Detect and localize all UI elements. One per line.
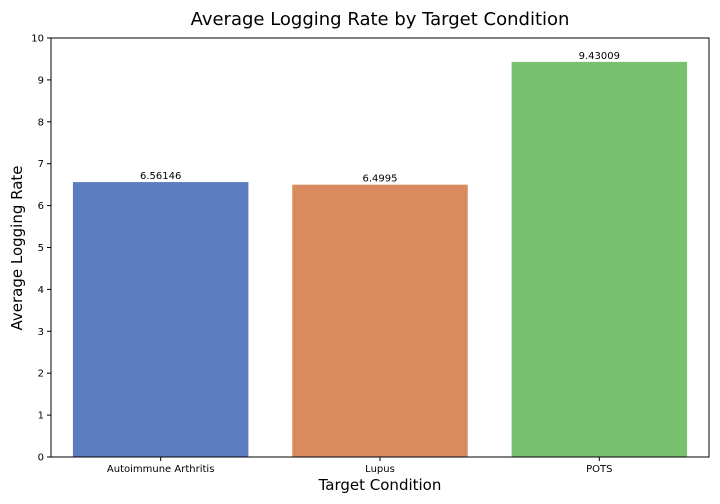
x-axis: Autoimmune Arthritis Lupus POTS: [107, 457, 613, 475]
data-label: 6.56146: [140, 171, 181, 182]
bar-lupus: [292, 184, 468, 457]
y-tick-label: 5: [38, 243, 44, 254]
bar-pots: [511, 61, 688, 457]
x-tick-label: POTS: [586, 464, 612, 475]
y-tick-label: 3: [38, 327, 44, 338]
data-labels-layer: 6.56146 6.4995 9.43009: [140, 51, 620, 185]
y-axis: 0 1 2 3 4 5 6 7 8 9 10: [31, 34, 51, 464]
y-tick-label: 10: [31, 34, 44, 45]
bars-layer: [72, 61, 688, 457]
y-tick-label: 6: [38, 201, 44, 212]
x-tick-label: Autoimmune Arthritis: [107, 464, 215, 475]
x-axis-title: Target Condition: [318, 476, 442, 494]
x-tick-label: Lupus: [365, 464, 395, 475]
data-label: 9.43009: [579, 51, 620, 62]
y-tick-label: 7: [38, 159, 44, 170]
chart-title: Average Logging Rate by Target Condition: [191, 9, 570, 30]
data-label: 6.4995: [363, 174, 398, 185]
y-tick-label: 8: [38, 117, 44, 128]
y-axis-title: Average Logging Rate: [8, 165, 26, 330]
y-tick-label: 1: [38, 411, 44, 422]
y-tick-label: 9: [38, 75, 44, 86]
bar-autoimmune-arthritis: [72, 182, 249, 457]
y-tick-label: 0: [38, 453, 44, 464]
y-tick-label: 4: [38, 285, 44, 296]
y-tick-label: 2: [38, 369, 44, 380]
plot-area-frame: [50, 37, 710, 458]
